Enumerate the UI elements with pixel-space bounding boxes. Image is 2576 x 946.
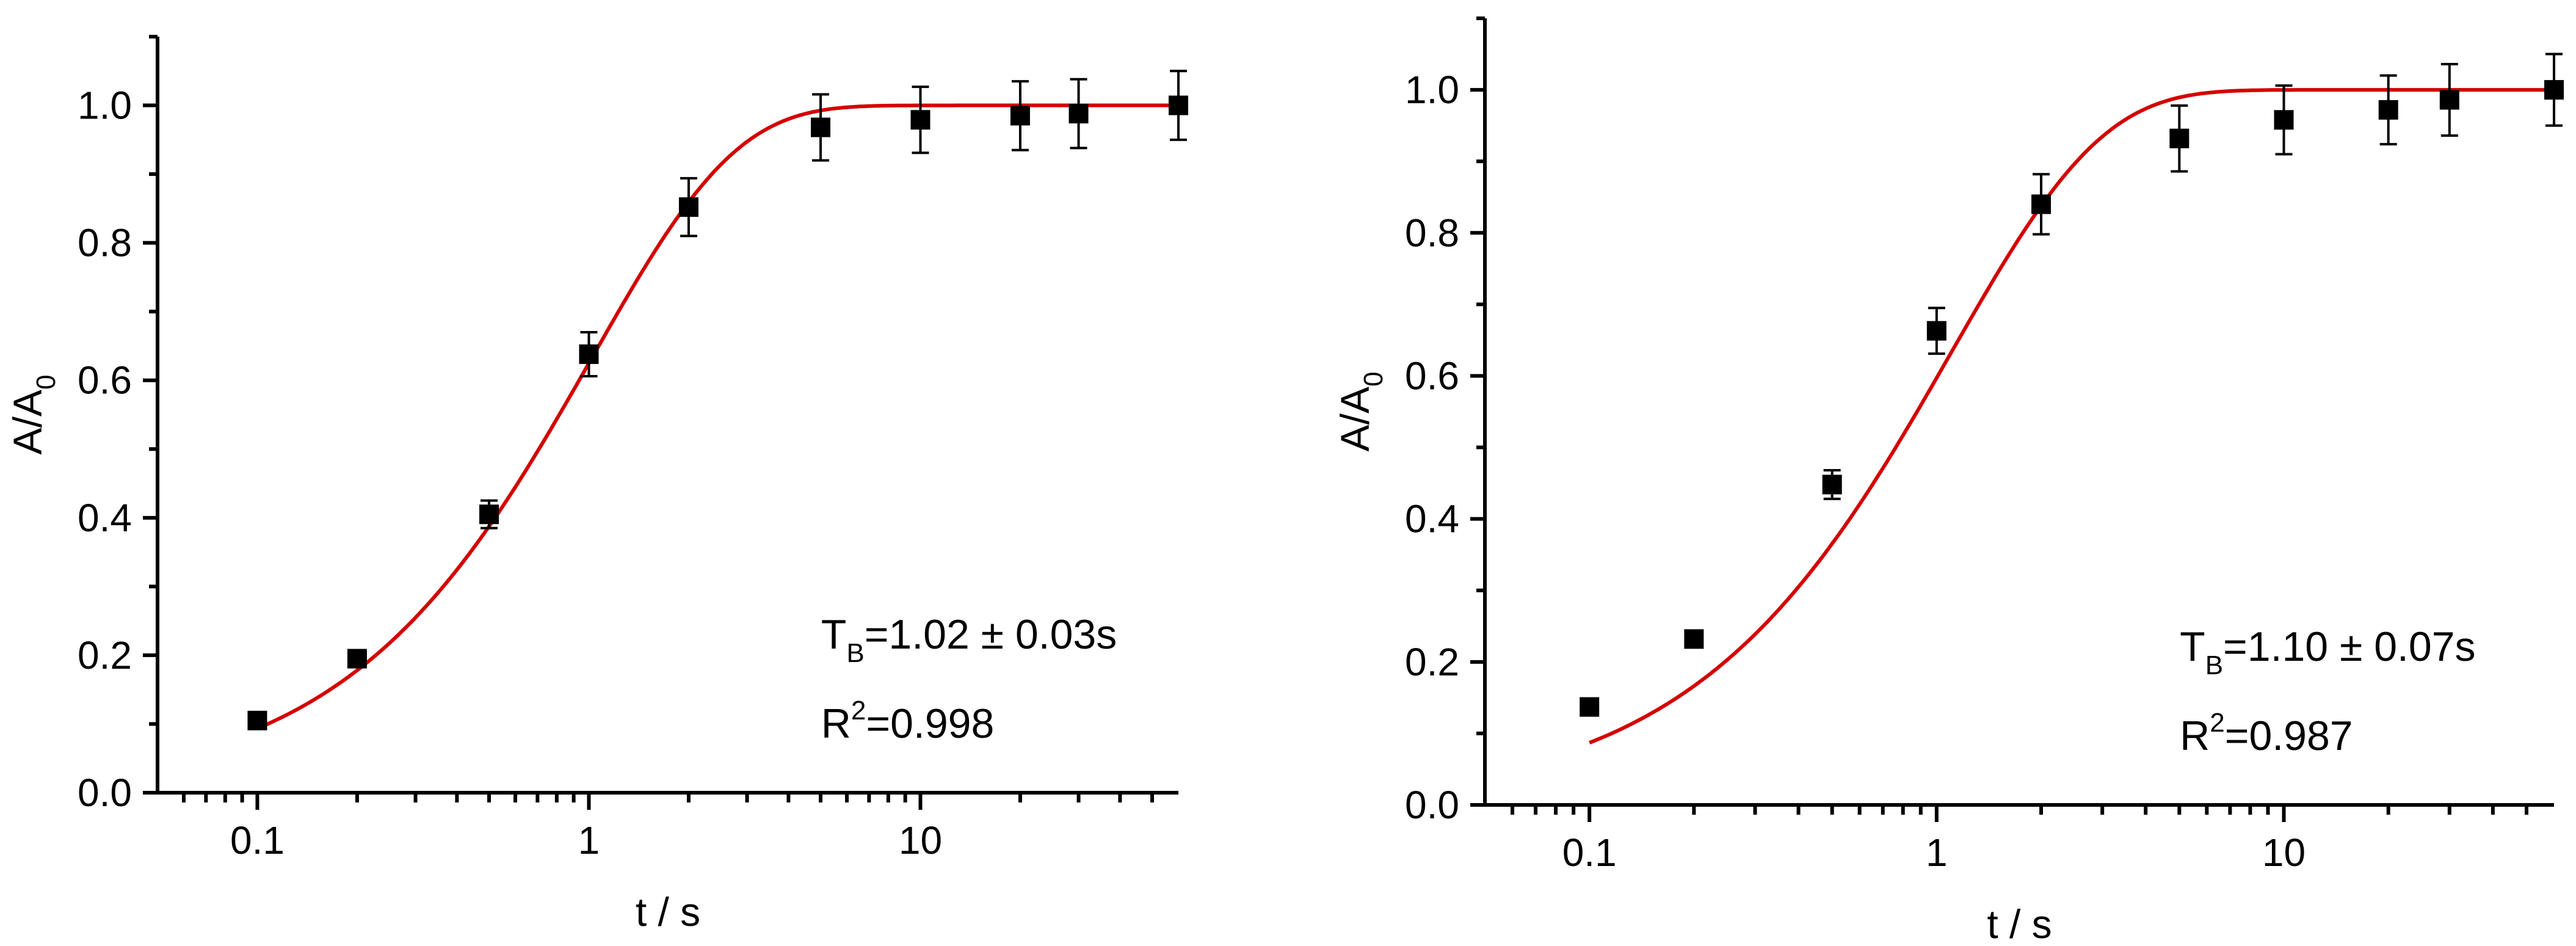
y-axis-title: A/A0: [1332, 372, 1388, 452]
x-tick-label: 1: [1926, 831, 1948, 875]
x-tick-label: 10: [899, 818, 942, 862]
data-point: [910, 110, 931, 130]
data-point: [247, 710, 267, 730]
tb-subscript: B: [2205, 650, 2223, 680]
tb-value: =1.02 ± 0.03s: [865, 611, 1117, 658]
data-point: [678, 197, 698, 217]
y-axis-title-subscript: 0: [31, 375, 61, 390]
chart-2: 0.0 0.2 0.4 0.6 0.8 1.0 0.1 1 10 t / s A/A0 TB=1.10…: [1332, 16, 2564, 946]
data-point: [1068, 104, 1089, 124]
y-tick-label: 0.6: [78, 358, 132, 402]
y-axis-title-main: A/A: [1332, 387, 1377, 451]
chart-1: 0.0 0.2 0.4 0.6 0.8 1.0 0.1 1 10 t / s A/A0 TB=1.02…: [5, 35, 1188, 934]
x-tick-label: 10: [2262, 831, 2306, 875]
tb-value: =1.10 ± 0.07s: [2223, 624, 2476, 670]
y-tick-label: 0.4: [78, 496, 132, 540]
y-tick-label: 0.8: [78, 221, 132, 265]
data-point: [1010, 106, 1030, 126]
tb-symbol: T: [821, 611, 847, 658]
tb-annotation: TB=1.10 ± 0.07s: [2180, 624, 2475, 680]
y-axis-title: A/A0: [5, 375, 61, 455]
r2-annotation: R2=0.998: [821, 696, 994, 747]
r2-superscript: 2: [2210, 708, 2224, 738]
tb-annotation: TB=1.02 ± 0.03s: [821, 611, 1117, 668]
data-point: [811, 117, 831, 137]
x-axis-title: t / s: [636, 889, 700, 934]
x-axis-title: t / s: [1987, 901, 2052, 946]
r2-symbol: R: [821, 700, 851, 747]
x-tick-label: 0.1: [1562, 831, 1617, 875]
r2-symbol: R: [2180, 713, 2210, 759]
x-tick-label: 0.1: [230, 818, 285, 862]
x-tick-label: 1: [578, 818, 600, 862]
data-point: [1822, 475, 1842, 495]
data-point: [2378, 100, 2398, 120]
y-tick-label: 1.0: [78, 84, 132, 128]
y-axis-title-subscript: 0: [1359, 372, 1388, 387]
y-tick-label: 0.0: [78, 771, 132, 815]
fit-curve: [256, 103, 1178, 730]
r2-value: =0.987: [2225, 713, 2353, 759]
data-point: [1926, 321, 1947, 341]
data-point: [579, 344, 599, 364]
data-point: [2274, 110, 2294, 130]
y-axis-title-main: A/A: [5, 390, 50, 454]
data-point: [479, 504, 499, 525]
data-point: [2169, 128, 2190, 148]
y-tick-label: 0.0: [1405, 783, 1459, 827]
data-point: [2031, 194, 2052, 214]
y-tick-label: 0.6: [1405, 354, 1459, 398]
y-tick-label: 0.2: [78, 633, 132, 677]
y-tick-label: 1.0: [1405, 68, 1459, 112]
r2-annotation: R2=0.987: [2180, 708, 2353, 759]
r2-superscript: 2: [851, 696, 866, 726]
tb-symbol: T: [2180, 624, 2205, 670]
y-tick-label: 0.8: [1405, 211, 1459, 255]
tb-subscript: B: [846, 638, 864, 668]
fit-curve: [1589, 88, 2554, 744]
data-point: [2439, 90, 2459, 110]
data-point: [347, 649, 367, 669]
data-point: [1580, 697, 1600, 717]
data-point: [1169, 95, 1188, 115]
r2-value: =0.998: [866, 700, 994, 747]
y-tick-label: 0.4: [1405, 497, 1459, 541]
data-point: [1684, 629, 1704, 649]
y-tick-label: 0.2: [1405, 640, 1459, 684]
data-point: [2544, 80, 2564, 100]
